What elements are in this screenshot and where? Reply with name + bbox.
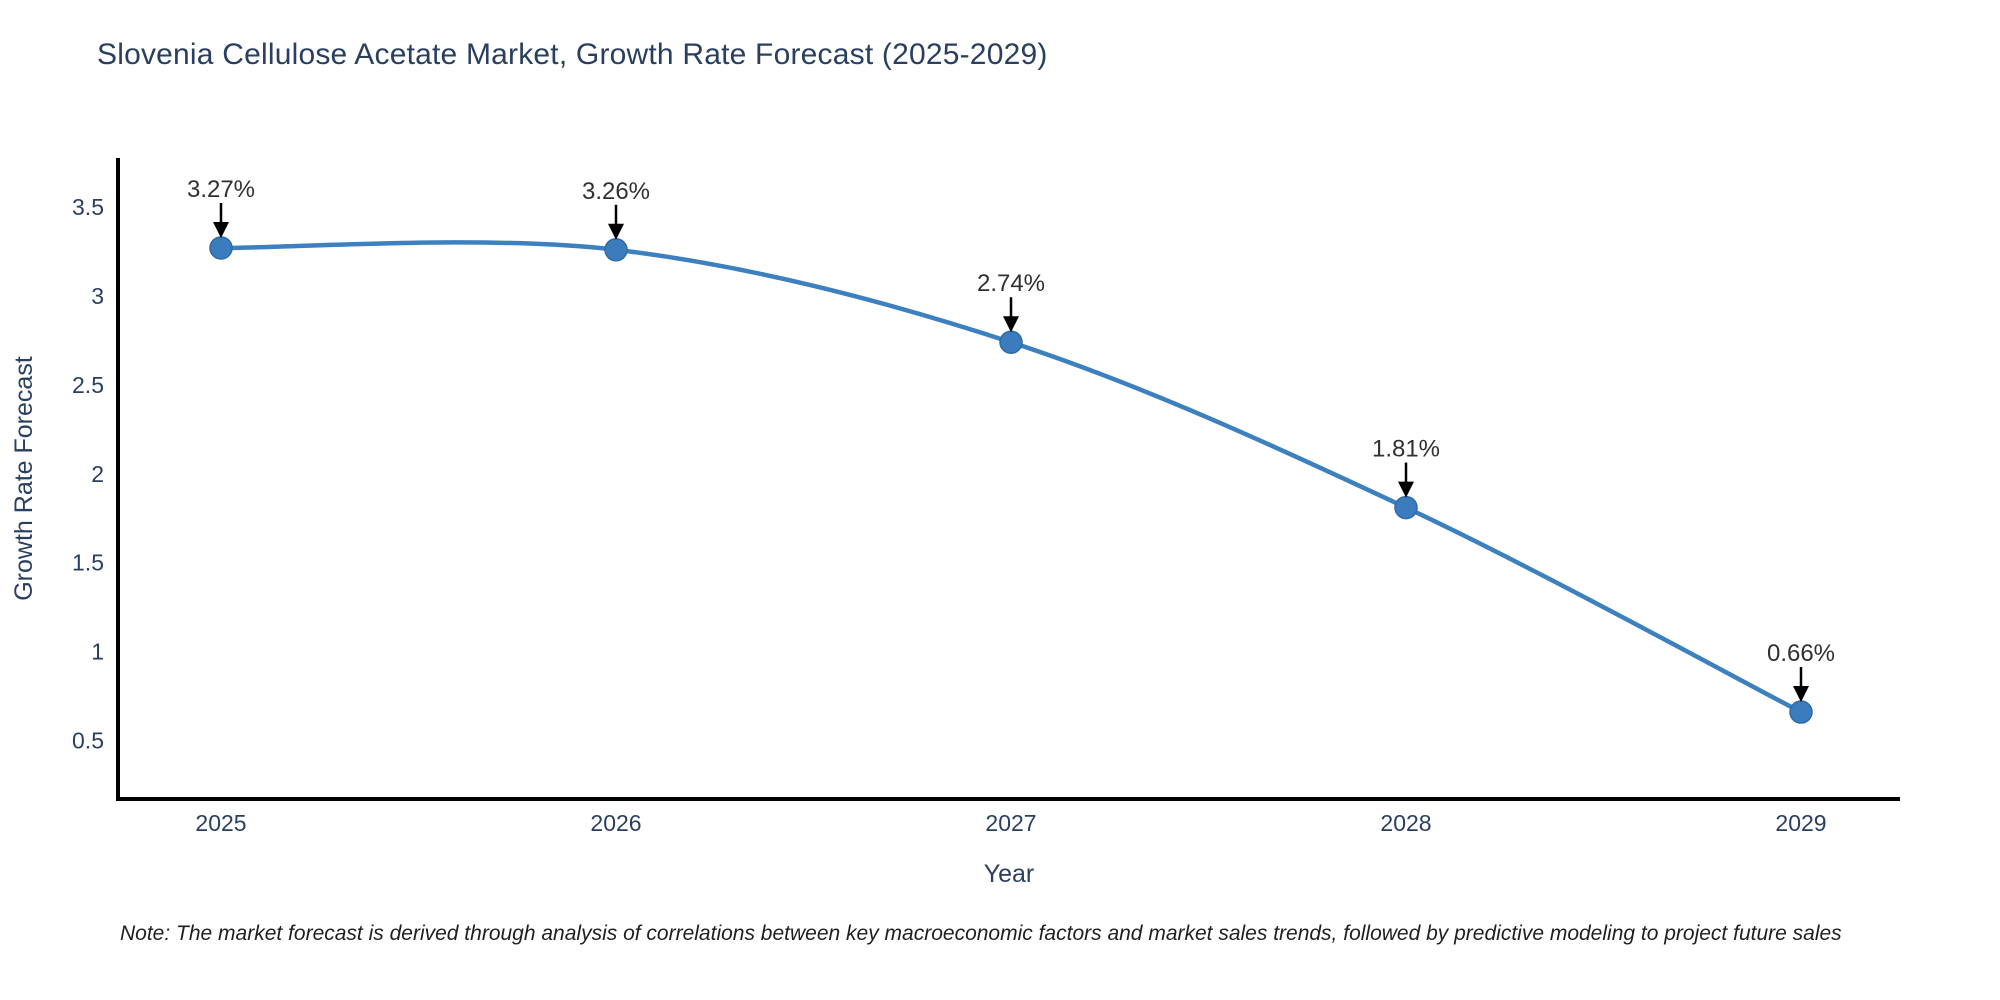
y-axis-title: Growth Rate Forecast [10,356,38,601]
data-point-marker[interactable] [999,330,1023,354]
axis-spines [116,158,1900,801]
data-point-label: 3.26% [582,178,650,205]
x-tick-label: 2025 [195,810,246,836]
annotation-arrowhead-icon [1793,686,1809,703]
data-point-label: 2.74% [977,270,1045,297]
x-axis-title: Year [984,860,1035,888]
y-tick-label: 1 [91,639,104,665]
x-tick-label: 2028 [1380,810,1431,836]
data-point-marker[interactable] [1394,495,1418,520]
chart-title: Slovenia Cellulose Acetate Market, Growt… [97,38,1048,71]
annotation-arrowhead-icon [213,221,229,238]
x-tick-label: 2027 [985,810,1036,836]
data-point-marker[interactable] [604,238,628,262]
chart-footnote: Note: The market forecast is derived thr… [120,922,1842,945]
x-tick-label: 2029 [1775,810,1826,836]
x-tick-label: 2026 [590,810,641,836]
annotation-arrowhead-icon [1398,481,1414,498]
annotation-arrowhead-icon [608,223,624,240]
y-tick-label: 3 [91,283,104,309]
y-tick-label: 2.5 [72,372,104,398]
data-point-label: 3.27% [187,176,255,203]
y-tick-label: 3.5 [72,194,104,220]
y-tick-label: 2 [91,461,104,487]
data-point-label: 1.81% [1372,436,1440,463]
plot-area[interactable] [118,158,1900,799]
y-tick-label: 1.5 [72,550,104,576]
y-tick-label: 0.5 [72,728,104,754]
data-point-marker[interactable] [209,236,233,260]
data-point-label: 0.66% [1767,640,1835,667]
data-point-marker[interactable] [1789,700,1813,724]
annotation-arrowhead-icon [1003,316,1019,333]
